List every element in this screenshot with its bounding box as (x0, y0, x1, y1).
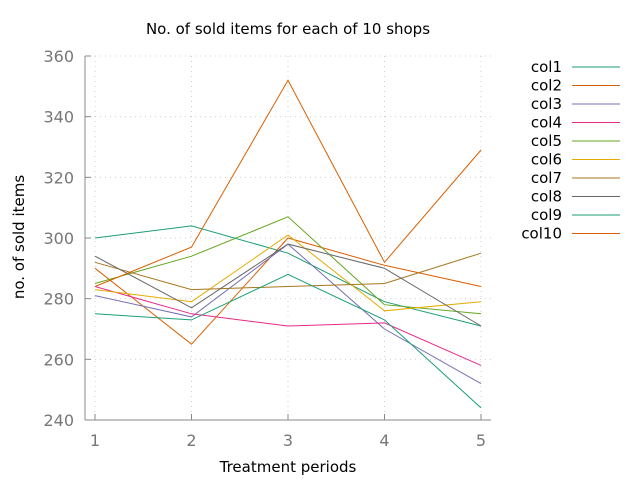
legend-label-col2: col2 (531, 77, 562, 95)
axes (84, 55, 491, 421)
legend-label-col9: col9 (531, 206, 562, 224)
grid (85, 55, 491, 420)
x-axis-label: Treatment periods (219, 458, 357, 476)
legend-label-col1: col1 (531, 58, 562, 76)
legend-label-col4: col4 (531, 114, 562, 132)
y-tick-label: 280 (43, 290, 74, 309)
x-tick-label: 3 (283, 431, 293, 450)
series-line-col4 (94, 286, 482, 366)
series-line-col2 (94, 237, 482, 345)
y-axis-label: no. of sold items (10, 175, 28, 300)
x-tick-label: 4 (379, 431, 389, 450)
y-tick-label: 300 (43, 229, 74, 248)
x-tick-label: 2 (186, 431, 196, 450)
series-line-col1 (94, 225, 482, 327)
y-tick-label: 360 (43, 47, 74, 66)
y-tick-label: 320 (43, 168, 74, 187)
legend-label-col3: col3 (531, 95, 562, 113)
y-tick-label: 260 (43, 350, 74, 369)
legend-label-col8: col8 (531, 188, 562, 206)
series-line-col9 (94, 273, 482, 409)
tick-labels: 240 260 280 300 320 340 360 1 2 3 4 5 (43, 47, 486, 450)
y-tick-label: 340 (43, 108, 74, 127)
series-line-col10 (94, 79, 482, 287)
legend-label-col10: col10 (521, 225, 562, 243)
series-line-col8 (94, 243, 482, 327)
legend: col1col2col3col4col5col6col7col8col9col1… (521, 58, 620, 243)
x-tick-label: 5 (476, 431, 486, 450)
legend-label-col6: col6 (531, 151, 562, 169)
series-line-col7 (94, 252, 482, 291)
series-lines (94, 79, 482, 409)
legend-label-col7: col7 (531, 169, 562, 187)
series-line-col6 (94, 234, 482, 312)
chart-title: No. of sold items for each of 10 shops (146, 20, 430, 38)
legend-label-col5: col5 (531, 132, 562, 150)
x-tick-label: 1 (90, 431, 100, 450)
y-tick-label: 240 (43, 411, 74, 430)
